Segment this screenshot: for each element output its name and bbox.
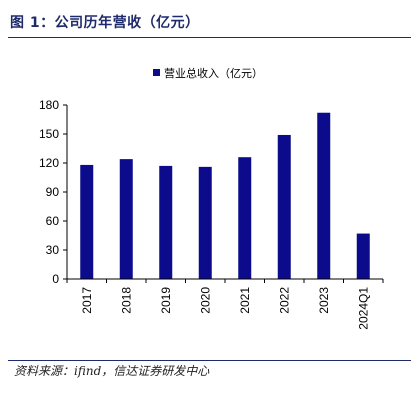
bars (80, 112, 370, 279)
x-tick-label: 2018 (119, 287, 133, 314)
bar-2022 (277, 134, 291, 279)
bar-2021 (238, 157, 252, 279)
y-tick-label: 120 (39, 156, 59, 170)
x-tick-label: 2023 (317, 287, 331, 314)
figure-title: 图 1：公司历年营收（亿元） (10, 15, 200, 31)
bar-2019 (159, 165, 173, 279)
x-tick-label: 2022 (277, 287, 291, 314)
x-tick-label: 2020 (198, 287, 212, 314)
y-tick-label: 150 (39, 127, 59, 141)
x-tick-label: 2024Q1 (356, 287, 370, 330)
legend-swatch (153, 69, 160, 76)
source-note: 资料来源：ifind，信达证券研发中心 (14, 364, 210, 378)
bar-2017 (80, 164, 94, 279)
footer-divider (8, 360, 411, 361)
x-axis: 2017 2018 2019 2020 2021 2022 2023 2024Q1 (66, 278, 384, 330)
x-tick-label: 2019 (159, 287, 173, 314)
y-tick-label: 180 (39, 98, 59, 112)
x-tick-label: 2021 (238, 287, 252, 314)
legend-label: 营业总收入（亿元） (164, 66, 263, 80)
bar-2018 (119, 159, 133, 279)
y-tick-label: 0 (52, 272, 59, 286)
x-tick-label: 2017 (80, 287, 94, 314)
bar-2020 (198, 166, 212, 279)
y-axis: 0 30 60 90 120 150 180 (39, 98, 68, 286)
bar-2024Q1 (356, 233, 370, 279)
legend: 营业总收入（亿元） (153, 66, 263, 80)
y-tick-label: 90 (46, 185, 60, 199)
title-divider (8, 37, 411, 38)
y-tick-label: 60 (46, 214, 60, 228)
y-tick-label: 30 (46, 243, 60, 257)
bar-2023 (317, 112, 331, 279)
